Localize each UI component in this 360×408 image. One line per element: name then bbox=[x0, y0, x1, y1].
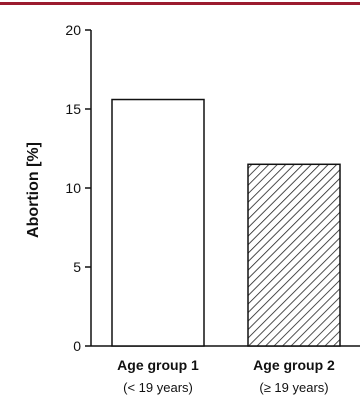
labels-group: Age group 1 (< 19 years) Age group 2 (≥ 19 … bbox=[117, 357, 335, 395]
header-rule bbox=[0, 2, 360, 5]
bar-2 bbox=[247, 163, 341, 347]
x-category-sublabel-2: (≥ 19 years) bbox=[259, 380, 328, 395]
x-category-label-2: Age group 2 bbox=[253, 357, 335, 373]
x-category-sublabel-1: (< 19 years) bbox=[123, 380, 193, 395]
y-tick-label: 0 bbox=[73, 338, 81, 354]
y-axis-title: Abortion [%] bbox=[25, 142, 42, 238]
bar-1 bbox=[111, 98, 205, 347]
y-tick-label: 15 bbox=[65, 101, 81, 117]
y-tick-label: 5 bbox=[73, 259, 81, 275]
y-tick-label: 20 bbox=[65, 22, 81, 38]
y-tick-label: 10 bbox=[65, 180, 81, 196]
bars-group bbox=[111, 98, 341, 347]
x-category-label-1: Age group 1 bbox=[117, 357, 199, 373]
